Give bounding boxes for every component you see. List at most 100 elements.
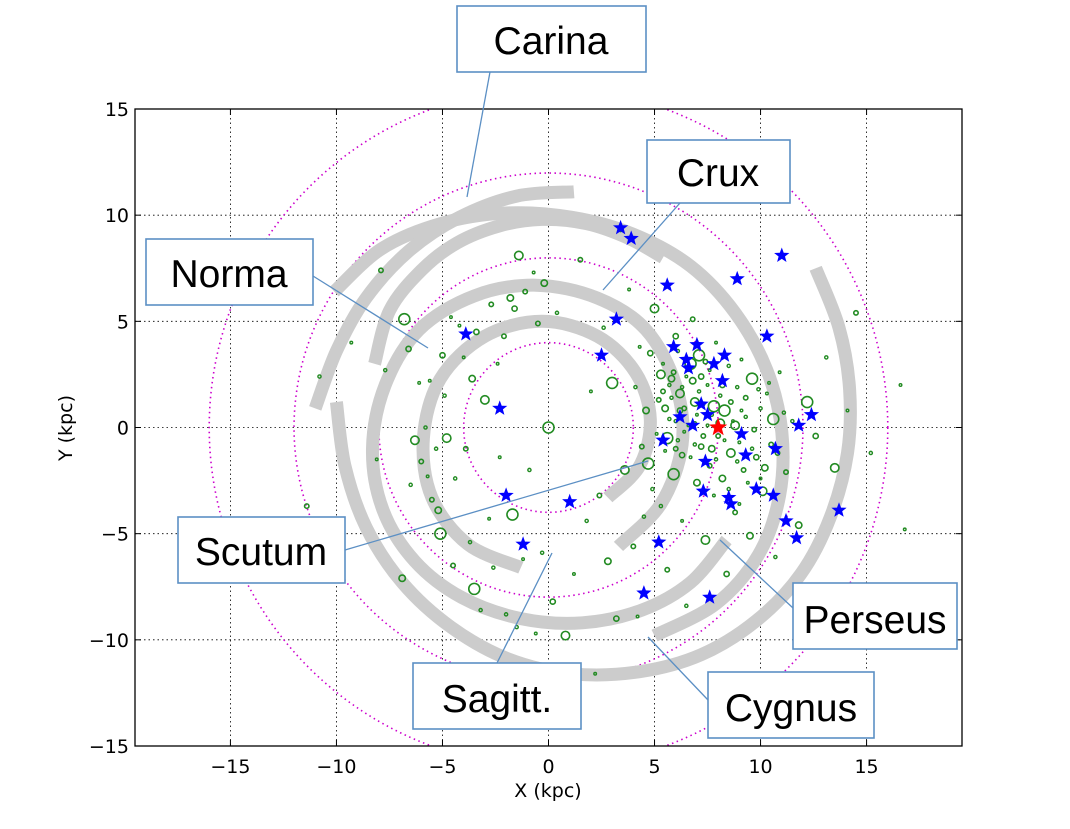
cluster-point — [374, 457, 379, 462]
cluster-point — [723, 570, 731, 578]
cluster-point — [667, 467, 680, 481]
cluster-point — [678, 451, 686, 459]
cluster-point — [745, 480, 750, 485]
reference-circle — [462, 341, 635, 514]
cluster-point — [655, 369, 666, 380]
maser-star — [689, 336, 705, 352]
cluster-point — [450, 562, 457, 569]
maser-star — [562, 493, 578, 509]
maser-star — [774, 247, 790, 262]
cluster-point — [675, 437, 681, 443]
cluster-point — [749, 446, 755, 452]
cluster-point — [684, 374, 689, 379]
cluster-point — [497, 455, 502, 460]
cluster-point — [442, 393, 447, 398]
cluster-point — [500, 333, 507, 340]
cluster-point — [534, 320, 541, 327]
cluster-point — [571, 572, 576, 577]
cluster-point — [667, 374, 676, 383]
maser-star — [680, 360, 697, 375]
cluster-point — [646, 349, 654, 357]
callout-crux: Crux — [646, 139, 791, 204]
x-tick-label: 15 — [854, 756, 878, 778]
cluster-point — [479, 394, 490, 405]
reference-circle — [208, 109, 889, 746]
cluster-point — [667, 416, 672, 422]
cluster-point — [506, 293, 515, 302]
cluster-point — [696, 389, 702, 394]
arm-sagitt — [365, 278, 732, 630]
cluster-point — [902, 527, 907, 532]
cluster-point — [655, 396, 662, 403]
cluster-point — [751, 426, 758, 433]
cluster-point — [603, 557, 612, 566]
cluster-point — [468, 374, 477, 383]
cluster-point — [670, 369, 677, 376]
cluster-point — [584, 518, 589, 524]
callout-leaders — [312, 71, 794, 701]
cluster-point — [764, 391, 769, 396]
maser-star — [613, 219, 629, 235]
leader-sagitt — [496, 552, 553, 664]
cluster-point — [439, 351, 446, 359]
cluster-point — [745, 372, 759, 385]
cluster-point — [522, 288, 529, 295]
y-tick-label: −5 — [101, 524, 129, 546]
leader-norma — [312, 275, 429, 349]
cluster-point — [667, 382, 672, 388]
cluster-point — [601, 325, 606, 331]
cluster-point — [697, 373, 705, 380]
maser-star — [636, 585, 652, 600]
cluster-point — [398, 574, 407, 583]
cluster-point — [823, 355, 829, 360]
cluster-point — [560, 630, 571, 641]
maser-star — [659, 277, 675, 292]
cluster-point — [487, 516, 492, 521]
callout-scutum: Scutum — [177, 516, 346, 584]
cluster-point — [612, 615, 620, 622]
cluster-point — [448, 315, 453, 320]
cluster-point — [705, 383, 710, 388]
cluster-point — [705, 423, 710, 428]
cluster-point — [461, 355, 466, 360]
callout-scutum-label: Scutum — [195, 531, 327, 574]
maser-star — [748, 481, 764, 496]
cluster-point — [434, 527, 447, 540]
maser-star — [458, 326, 474, 341]
maser-star — [699, 406, 716, 422]
maser-star — [803, 406, 820, 422]
callout-carina: Carina — [456, 5, 647, 73]
cluster-point — [680, 518, 685, 523]
leader-crux — [602, 202, 681, 291]
cluster-point — [539, 550, 545, 556]
cluster-point — [650, 486, 655, 492]
cluster-point — [425, 474, 430, 479]
callout-perseus: Perseus — [792, 582, 958, 650]
cluster-point — [549, 598, 557, 606]
y-axis-label: Y (kpc) — [55, 395, 77, 462]
maser-star — [767, 440, 783, 456]
cluster-point — [739, 357, 744, 362]
cluster-point — [531, 270, 536, 275]
maser-points — [458, 219, 847, 604]
cluster-point — [542, 421, 555, 434]
cluster-point — [641, 514, 647, 519]
cluster-point — [635, 614, 640, 619]
x-tick-label: −10 — [316, 756, 356, 778]
axis-ticks: −15 −10 −5 0 5 10 15 −15 −10 −5 0 5 10 15 — [89, 99, 962, 778]
cluster-point — [756, 386, 761, 392]
maser-star — [831, 502, 847, 517]
cluster-point — [711, 493, 716, 498]
cluster-point — [641, 457, 655, 470]
maser-star — [685, 417, 701, 432]
x-tick-label: 10 — [748, 756, 772, 778]
x-axis-label: X (kpc) — [514, 780, 581, 802]
x-tick-label: −5 — [428, 756, 456, 778]
cluster-point — [845, 408, 850, 413]
cluster-point — [766, 412, 780, 426]
cluster-point — [743, 414, 749, 420]
cluster-point — [734, 384, 740, 390]
cluster-point — [303, 503, 310, 510]
chart-marks — [208, 109, 907, 746]
cluster-point — [513, 250, 524, 261]
